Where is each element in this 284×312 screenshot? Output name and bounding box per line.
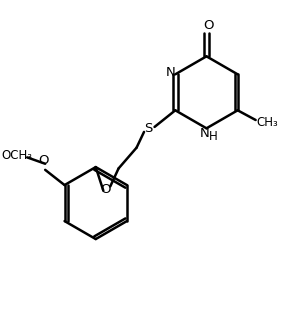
Text: OCH₃: OCH₃ [1,149,32,162]
Text: O: O [203,19,214,32]
Text: N: N [166,66,175,80]
Text: O: O [100,183,110,196]
Text: O: O [39,154,49,168]
Text: S: S [144,122,153,135]
Text: N: N [200,127,210,140]
Text: CH₃: CH₃ [256,116,278,129]
Text: H: H [209,129,218,143]
